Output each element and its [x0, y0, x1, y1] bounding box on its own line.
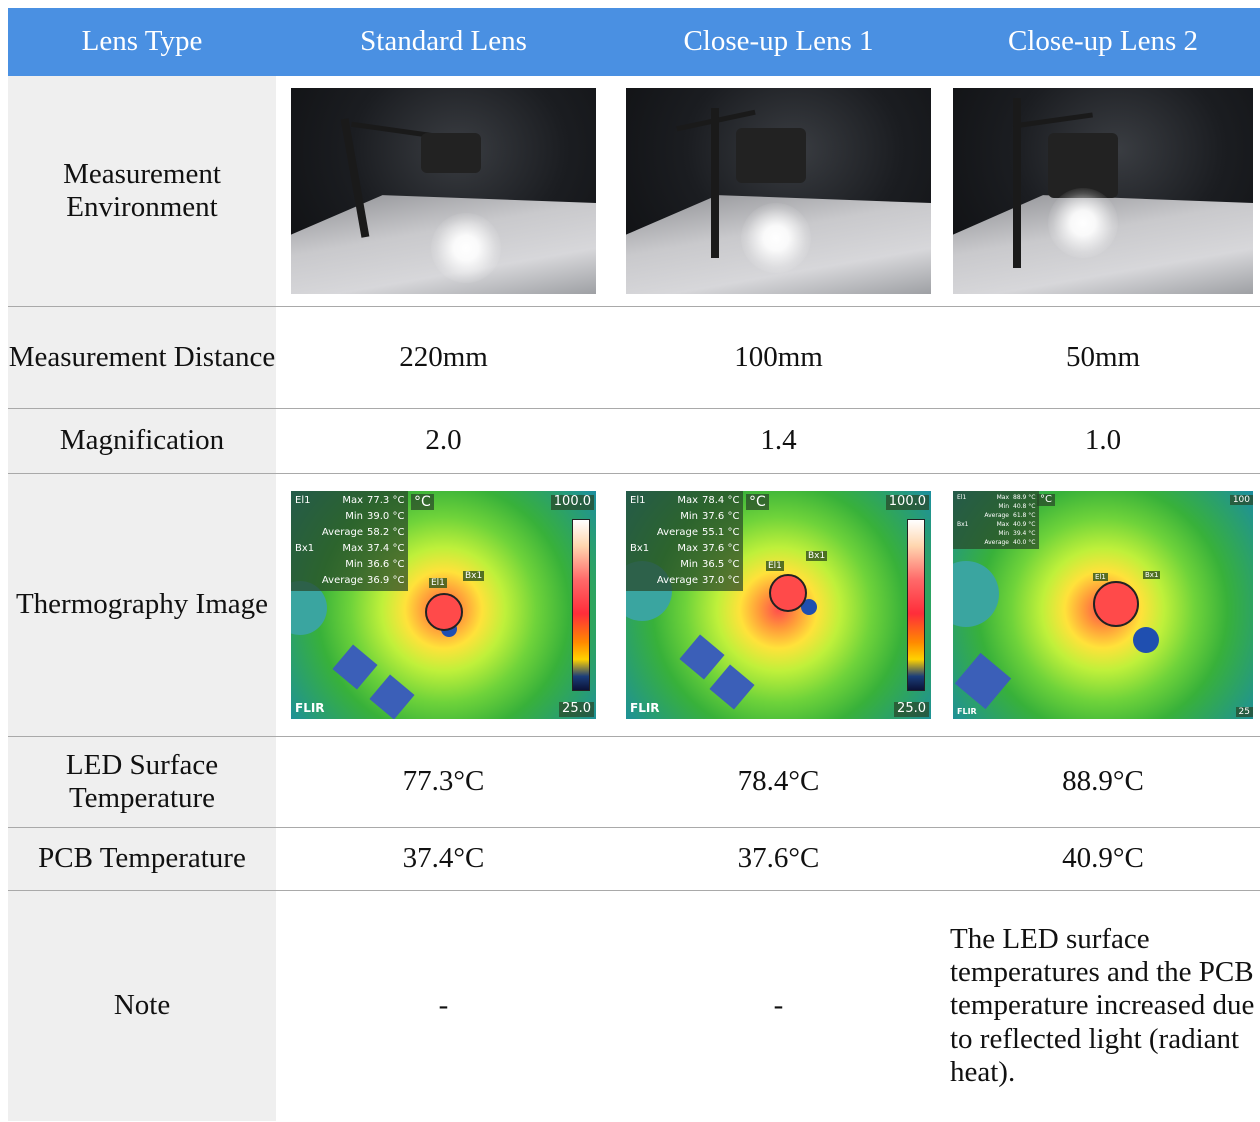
pcb-temp-standard: 37.4°C	[402, 842, 485, 875]
magnification-close-up-1: 1.4	[760, 424, 797, 457]
row-label-led-temperature: LED Surface Temperature	[8, 737, 276, 827]
ellipse-tag: El1	[429, 578, 447, 589]
scale-min: 25	[1235, 706, 1253, 717]
table-header-row: Lens Type Standard Lens Close-up Lens 1 …	[8, 8, 1260, 76]
flir-logo: FLIR	[630, 701, 660, 716]
flir-logo: FLIR	[295, 701, 325, 716]
thermography-image-close-up-1: El1 Max 78.4 °C Min 37.6 °C Average 55.1 °C …	[626, 491, 931, 719]
environment-photo-close-up-2	[953, 88, 1253, 294]
row-led-surface-temperature: LED Surface Temperature 77.3°C 78.4°C 88…	[8, 737, 1260, 828]
row-measurement-distance: Measurement Distance 220mm 100mm 50mm	[8, 307, 1260, 409]
row-pcb-temperature: PCB Temperature 37.4°C 37.6°C 40.9°C	[8, 828, 1260, 891]
environment-photo-standard	[291, 88, 596, 294]
temperature-scale-bar	[572, 519, 590, 691]
header-close-up-lens-2: Close-up Lens 2	[1007, 25, 1199, 58]
led-hotspot	[769, 574, 807, 612]
pcb-temp-close-up-2: 40.9°C	[1062, 842, 1144, 875]
scale-min: 25.0	[559, 701, 594, 717]
led-temp-close-up-2: 88.9°C	[1062, 765, 1144, 798]
note-close-up-2: The LED surface temperatures and the PCB…	[950, 922, 1255, 1089]
scale-max: 100.0	[885, 494, 929, 510]
magnification-standard: 2.0	[425, 424, 462, 457]
note-standard: -	[438, 989, 449, 1022]
scale-min: 25.0	[894, 701, 929, 717]
box-tag: Bx1	[1143, 571, 1161, 580]
row-label-environment: Measurement Environment	[8, 76, 276, 306]
led-temp-standard: 77.3°C	[402, 765, 485, 798]
flir-logo: FLIR	[957, 706, 977, 716]
header-close-up-lens-1: Close-up Lens 1	[683, 25, 874, 58]
measurement-info-panel: El1 Max 78.4 °C Min 37.6 °C Average 55.1 °C …	[626, 491, 744, 591]
measurement-info-panel: El1 Max 88.9 °C Min 40.8 °C Average 61.8 °C …	[953, 491, 1040, 549]
header-standard-lens: Standard Lens	[360, 25, 527, 58]
box-tag: Bx1	[806, 551, 828, 562]
row-magnification: Magnification 2.0 1.4 1.0	[8, 409, 1260, 474]
row-label-thermography: Thermography Image	[8, 474, 276, 736]
unit-label: °C	[411, 494, 434, 511]
magnification-close-up-2: 1.0	[1084, 424, 1122, 457]
ellipse-tag: El1	[1093, 573, 1108, 582]
pcb-temp-close-up-1: 37.6°C	[737, 842, 820, 875]
box-tag: Bx1	[463, 571, 485, 582]
scale-max: 100	[1229, 495, 1253, 506]
ellipse-tag: El1	[766, 561, 784, 572]
distance-close-up-2: 50mm	[1065, 340, 1141, 373]
led-hotspot	[1093, 581, 1139, 627]
thermography-image-close-up-2: El1 Max 88.9 °C Min 40.8 °C Average 61.8 °C …	[953, 491, 1253, 719]
distance-standard: 220mm	[399, 340, 488, 373]
temperature-scale-bar	[907, 519, 925, 691]
unit-label: °C	[746, 494, 769, 511]
row-label-magnification: Magnification	[8, 409, 276, 473]
environment-photo-close-up-1	[626, 88, 931, 294]
measurement-info-panel: El1 Max 77.3 °C Min 39.0 °C Average 58.2 °C …	[291, 491, 409, 591]
row-label-pcb-temperature: PCB Temperature	[8, 828, 276, 890]
unit-label: °C	[1037, 494, 1055, 506]
header-lens-type: Lens Type	[81, 25, 203, 58]
distance-close-up-1: 100mm	[734, 340, 823, 373]
thermography-image-standard: El1 Max 77.3 °C Min 39.0 °C Average 58.2 °C …	[291, 491, 596, 719]
row-label-distance: Measurement Distance	[8, 307, 276, 408]
row-label-note: Note	[8, 891, 276, 1121]
comparison-table: Lens Type Standard Lens Close-up Lens 1 …	[8, 8, 1260, 1121]
led-hotspot	[425, 593, 463, 631]
scale-max: 100.0	[550, 494, 594, 510]
row-thermography-image: Thermography Image El1 Max 77.3 °C Min 39.0…	[8, 474, 1260, 737]
row-note: Note - - The LED surface temperatures an…	[8, 891, 1260, 1121]
led-temp-close-up-1: 78.4°C	[737, 765, 820, 798]
note-close-up-1: -	[773, 989, 784, 1022]
row-measurement-environment: Measurement Environment	[8, 76, 1260, 307]
